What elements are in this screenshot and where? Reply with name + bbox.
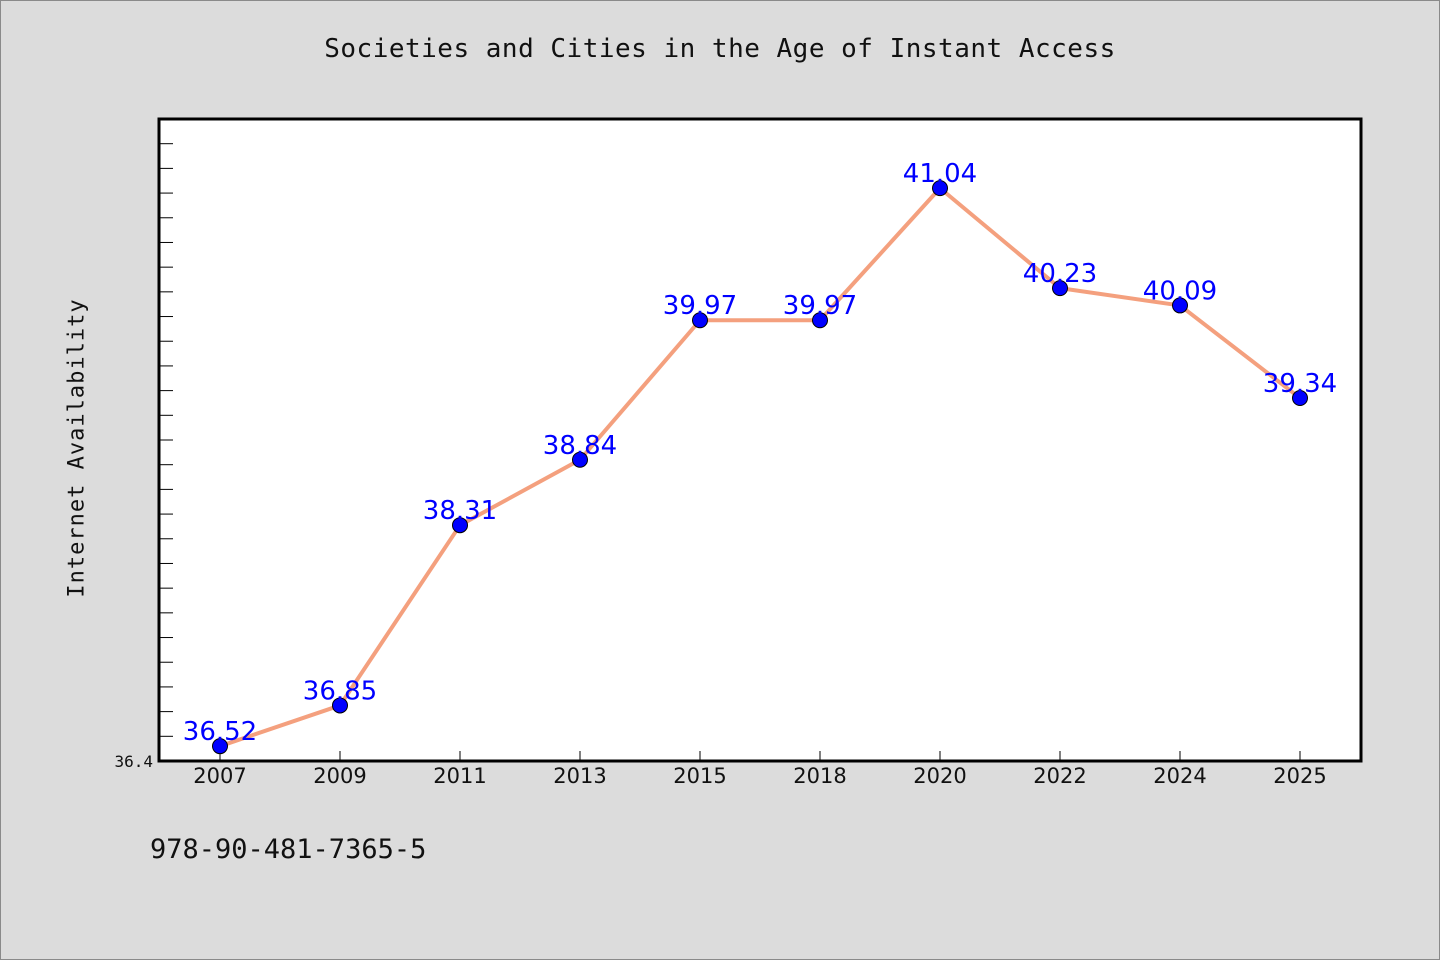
data-label: 39.97 <box>783 291 857 321</box>
axis-ticks: 36.4 2007 2009 2011 2013 2015 2018 2020 2022 2024… <box>114 143 1327 788</box>
x-tick-label: 2007 <box>193 764 246 788</box>
data-point <box>692 312 708 329</box>
isbn-note: 978-90-481-7365-5 <box>150 834 427 865</box>
data-labels: 36.52 36.85 38.31 38.84 39.97 39.97 41.04 40.23… <box>183 159 1337 747</box>
x-tick-label: 2020 <box>913 764 966 788</box>
data-point <box>452 517 468 534</box>
data-point <box>932 180 948 197</box>
data-point <box>572 451 588 468</box>
x-tick-label: 2015 <box>673 764 726 788</box>
data-point <box>1052 280 1068 297</box>
data-label: 39.34 <box>1263 369 1337 399</box>
plot-area <box>157 117 1363 763</box>
x-tick-label: 2025 <box>1273 764 1326 788</box>
data-label: 38.84 <box>543 431 617 461</box>
data-label: 40.09 <box>1143 276 1217 306</box>
data-point <box>1172 297 1188 314</box>
data-point <box>812 312 828 329</box>
data-label: 41.04 <box>903 159 977 189</box>
chart-title: Societies and Cities in the Age of Insta… <box>324 34 1116 64</box>
data-point <box>332 697 348 714</box>
x-tick-label: 2011 <box>433 764 486 788</box>
data-label: 39.97 <box>663 291 737 321</box>
x-tick-label: 2013 <box>553 764 606 788</box>
series-layer <box>212 180 1308 755</box>
data-label: 38.31 <box>423 496 497 526</box>
x-tick-label: 2018 <box>793 764 846 788</box>
y-tick-label: 36.4 <box>114 752 153 771</box>
x-tick-label: 2009 <box>313 764 366 788</box>
data-label: 36.52 <box>183 717 257 747</box>
x-tick-label: 2022 <box>1033 764 1086 788</box>
series-line <box>218 186 1302 749</box>
data-label: 40.23 <box>1023 259 1097 289</box>
x-tick-label: 2024 <box>1153 764 1206 788</box>
data-label: 36.85 <box>303 676 377 706</box>
data-point <box>1292 390 1308 407</box>
data-point <box>212 738 228 755</box>
